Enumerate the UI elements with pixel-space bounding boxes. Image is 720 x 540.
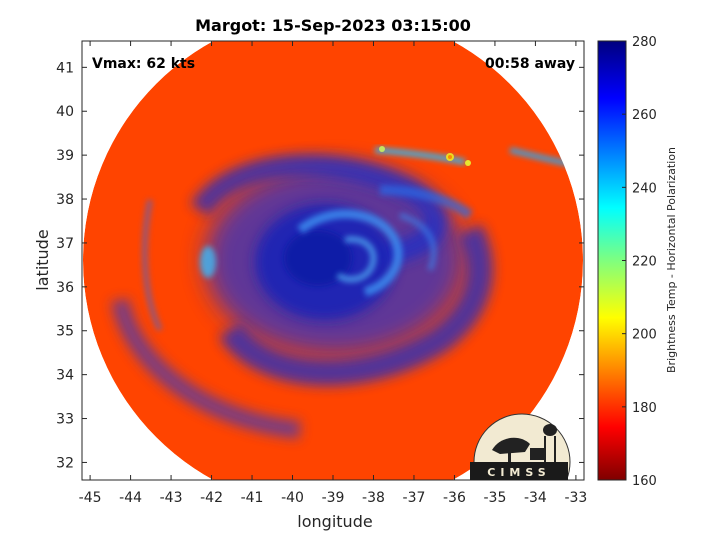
x-tick-label: -35 bbox=[483, 490, 506, 506]
tower-leg-right bbox=[554, 436, 556, 462]
dish-stand bbox=[508, 452, 511, 464]
y-tick-label: 34 bbox=[56, 368, 74, 384]
x-tick-label: -37 bbox=[403, 490, 426, 506]
hot-spot-2 bbox=[465, 160, 471, 166]
x-tick-label: -42 bbox=[200, 490, 223, 506]
east-rain-band bbox=[398, 212, 437, 272]
x-tick-label: -36 bbox=[443, 490, 466, 506]
dark-band-south bbox=[218, 224, 493, 386]
y-tick-label: 32 bbox=[56, 455, 74, 471]
y-tick-label: 33 bbox=[56, 412, 74, 428]
colorbar-ticks: 160 180 200 220 240 260 280 bbox=[622, 35, 657, 489]
x-axis-label: longitude bbox=[297, 512, 372, 531]
y-axis-label: latitude bbox=[33, 229, 52, 290]
logo-banner bbox=[470, 462, 568, 480]
chart-title: Margot: 15-Sep-2023 03:15:00 bbox=[195, 16, 471, 35]
west-warm-patch bbox=[200, 246, 216, 278]
x-tick-label: -40 bbox=[281, 490, 304, 506]
swath-layer bbox=[83, 41, 583, 480]
x-tick-label: -45 bbox=[79, 490, 102, 506]
tower-leg-left bbox=[544, 436, 546, 462]
y-tick-label: 39 bbox=[56, 148, 74, 164]
colorbar-tick-label: 180 bbox=[632, 401, 657, 416]
cimss-logo: CIMSS bbox=[470, 413, 571, 480]
x-tick-label: -41 bbox=[241, 490, 264, 506]
colorbar-tick-label: 200 bbox=[632, 328, 657, 343]
colorbar-tick-label: 160 bbox=[632, 474, 657, 489]
x-tick-label: -33 bbox=[564, 490, 587, 506]
x-tick-label: -34 bbox=[524, 490, 547, 506]
x-tick-label: -38 bbox=[362, 490, 385, 506]
cloud-bands bbox=[111, 146, 576, 439]
hot-spot-3 bbox=[379, 146, 385, 152]
building-icon bbox=[530, 448, 544, 460]
x-tick-label: -44 bbox=[119, 490, 142, 506]
y-tick-label: 41 bbox=[56, 60, 74, 76]
y-tick-label: 37 bbox=[56, 236, 74, 252]
y-tick-label: 35 bbox=[56, 324, 74, 340]
eye-core bbox=[284, 230, 352, 286]
inner-spiral-arm bbox=[297, 209, 403, 297]
eyewall-arc bbox=[336, 236, 377, 283]
water-tower-icon bbox=[543, 424, 557, 436]
logo-text: CIMSS bbox=[487, 466, 550, 479]
y-tick-label: 36 bbox=[56, 280, 74, 296]
vmax-annotation: Vmax: 62 kts bbox=[92, 56, 195, 72]
colorbar-label: Brightness Temp - Horizontal Polarizatio… bbox=[665, 147, 678, 373]
colorbar-tick-label: 220 bbox=[632, 255, 657, 270]
north-rain-band bbox=[379, 185, 473, 220]
time-away-annotation: 00:58 away bbox=[485, 56, 575, 72]
y-tick-label: 38 bbox=[56, 192, 74, 208]
colorbar-tick-label: 280 bbox=[632, 35, 657, 50]
x-tick-label: -39 bbox=[322, 490, 345, 506]
y-ticks: 32 33 34 35 36 37 38 39 40 41 bbox=[56, 60, 584, 471]
colorbar-tick-label: 260 bbox=[632, 108, 657, 123]
colorbar-tick-label: 240 bbox=[632, 181, 657, 196]
y-tick-label: 40 bbox=[56, 104, 74, 120]
dark-band-west bbox=[111, 298, 301, 439]
satellite-dish-icon bbox=[492, 437, 530, 454]
x-tick-label: -43 bbox=[160, 490, 183, 506]
hot-spot-1-core bbox=[448, 155, 452, 159]
west-edge-band bbox=[141, 199, 163, 332]
x-ticks: -45 -44 -43 -42 -41 -40 -39 -38 -37 -36 -35 -34 -33 bbox=[79, 41, 587, 506]
colorbar bbox=[597, 40, 627, 481]
